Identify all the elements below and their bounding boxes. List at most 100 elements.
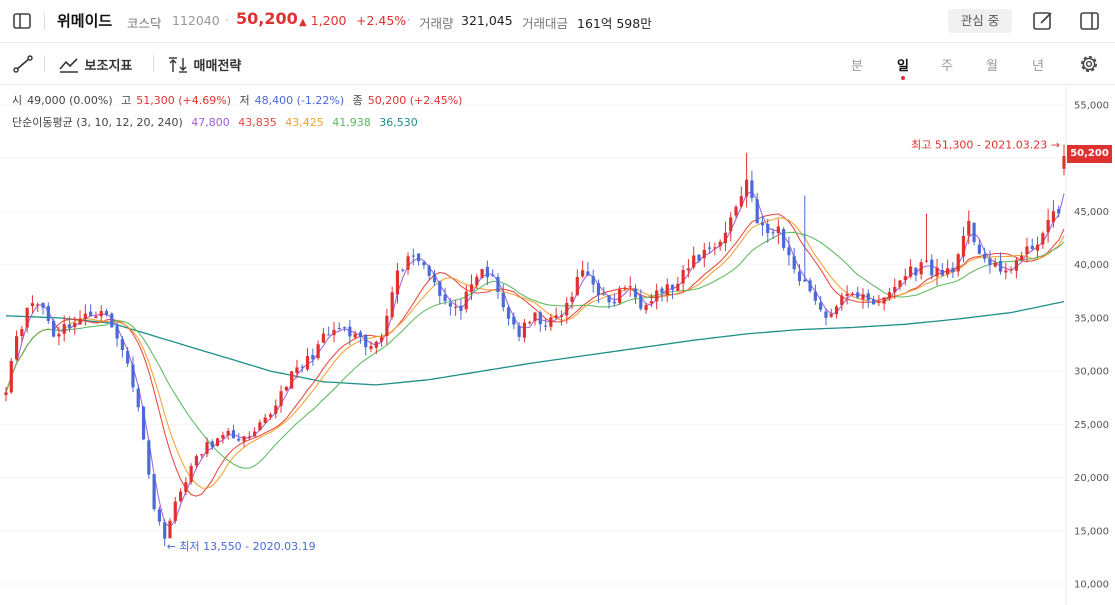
candle-up: [390, 292, 394, 317]
candle-down: [998, 260, 1003, 272]
candle-up: [655, 290, 659, 302]
candle-up: [406, 256, 410, 270]
split-view-icon[interactable]: [1079, 10, 1101, 32]
candle-up: [9, 361, 13, 393]
candle-up: [877, 301, 881, 303]
candle-down: [771, 232, 775, 234]
candle-up: [290, 371, 294, 389]
high-value: 51,300 (+4.69%): [136, 94, 231, 107]
candle-up: [1009, 269, 1013, 271]
candle-up: [1046, 219, 1050, 233]
candle-up: [702, 249, 706, 259]
close-value: 50,200 (+2.45%): [367, 94, 463, 107]
candle-up: [14, 336, 19, 360]
candle-down: [977, 244, 981, 254]
candle-down: [602, 293, 606, 295]
stock-header: 위메이드 코스닥 112040 · 50,200 ▲ 1,200 +2.45% …: [0, 0, 1115, 43]
candle-up: [78, 318, 82, 325]
candle-down: [327, 334, 331, 336]
candle-up: [62, 324, 66, 334]
candle-down: [311, 355, 315, 360]
amount-label: 거래대금: [522, 16, 569, 31]
candle-up: [480, 269, 484, 278]
candle-down: [438, 281, 442, 296]
candle-up: [268, 414, 273, 417]
candle-up: [861, 294, 865, 300]
ma10-value: 43,835: [238, 116, 277, 129]
gear-icon[interactable]: [1078, 53, 1100, 75]
candle-down: [110, 313, 114, 328]
ma240-line: [5, 300, 1065, 386]
candle-up: [395, 270, 400, 295]
candle-down: [337, 327, 341, 329]
volume-label: 거래량: [419, 16, 454, 31]
period-week[interactable]: 주: [941, 59, 953, 74]
separator-dot: ·: [225, 13, 229, 27]
watchlist-button[interactable]: 관심 중: [948, 9, 1012, 33]
candle-up: [718, 241, 722, 247]
sidebar-icon[interactable]: [12, 11, 32, 31]
candle-down: [485, 266, 489, 278]
period-day[interactable]: 일: [897, 59, 909, 74]
period-year[interactable]: 년: [1032, 59, 1044, 74]
candle-down: [157, 509, 162, 522]
candle-down: [988, 258, 992, 266]
candle-down: [930, 259, 934, 276]
candle-up: [216, 438, 220, 446]
ma-label: 단순이동평균 (3, 10, 12, 20, 240): [12, 116, 183, 129]
candle-up: [559, 315, 564, 317]
moving-average-lines: [5, 190, 1065, 528]
candle-up: [469, 284, 474, 292]
indicators-button[interactable]: 보조지표: [58, 55, 132, 74]
candle-up: [1035, 244, 1040, 251]
strategy-button[interactable]: 매매전략: [167, 55, 241, 74]
candle-up: [644, 304, 648, 311]
ma12-value: 43,425: [285, 116, 324, 129]
line-draw-icon[interactable]: [12, 53, 34, 75]
candle-up: [369, 346, 373, 349]
candle-down: [417, 253, 421, 262]
candle-up: [729, 217, 733, 232]
candle-up: [745, 179, 749, 197]
candle-down: [401, 269, 405, 271]
candle-up: [379, 337, 384, 342]
candle-up: [528, 322, 532, 324]
up-arrow-icon: ▲: [299, 17, 307, 28]
candle-down: [348, 326, 352, 337]
y-axis: 55,00050,00045,00040,00035,00030,00025,0…: [1065, 85, 1109, 605]
candle-up: [36, 304, 40, 306]
trend-icon: [59, 58, 78, 73]
candle-down: [782, 229, 786, 248]
candle-up: [903, 276, 907, 281]
period-minute[interactable]: 분: [851, 59, 863, 74]
candle-down: [787, 247, 791, 256]
candle-up: [374, 341, 378, 348]
candle-up: [30, 303, 35, 307]
candle-up: [454, 306, 458, 308]
candle-up: [628, 286, 632, 288]
candle-up: [676, 283, 680, 291]
ma10-line: [5, 213, 1065, 497]
candle-up: [776, 226, 780, 234]
edit-icon[interactable]: [1032, 10, 1054, 32]
candle-down: [813, 291, 817, 301]
chart-grid: [0, 104, 1066, 585]
candle-up: [887, 292, 892, 299]
separator-dot: ·: [407, 13, 411, 27]
candle-down: [612, 301, 616, 304]
candle-up: [475, 276, 479, 286]
period-month[interactable]: 월: [986, 59, 998, 74]
y-tick-label: 15,000: [1074, 526, 1109, 537]
toolbar-divider: [44, 55, 45, 72]
candle-up: [279, 391, 283, 406]
candle-up: [284, 386, 288, 391]
price-change: ▲ 1,200: [299, 13, 347, 28]
candle-down: [448, 302, 452, 307]
candle-up: [575, 276, 579, 295]
candle-up: [25, 307, 29, 328]
candle-up: [522, 322, 527, 338]
candle-up: [57, 333, 61, 337]
ma240-value: 36,530: [379, 116, 418, 129]
price-chart[interactable]: 55,00050,00045,00040,00035,00030,00025,0…: [0, 85, 1115, 605]
candle-up: [332, 329, 336, 336]
